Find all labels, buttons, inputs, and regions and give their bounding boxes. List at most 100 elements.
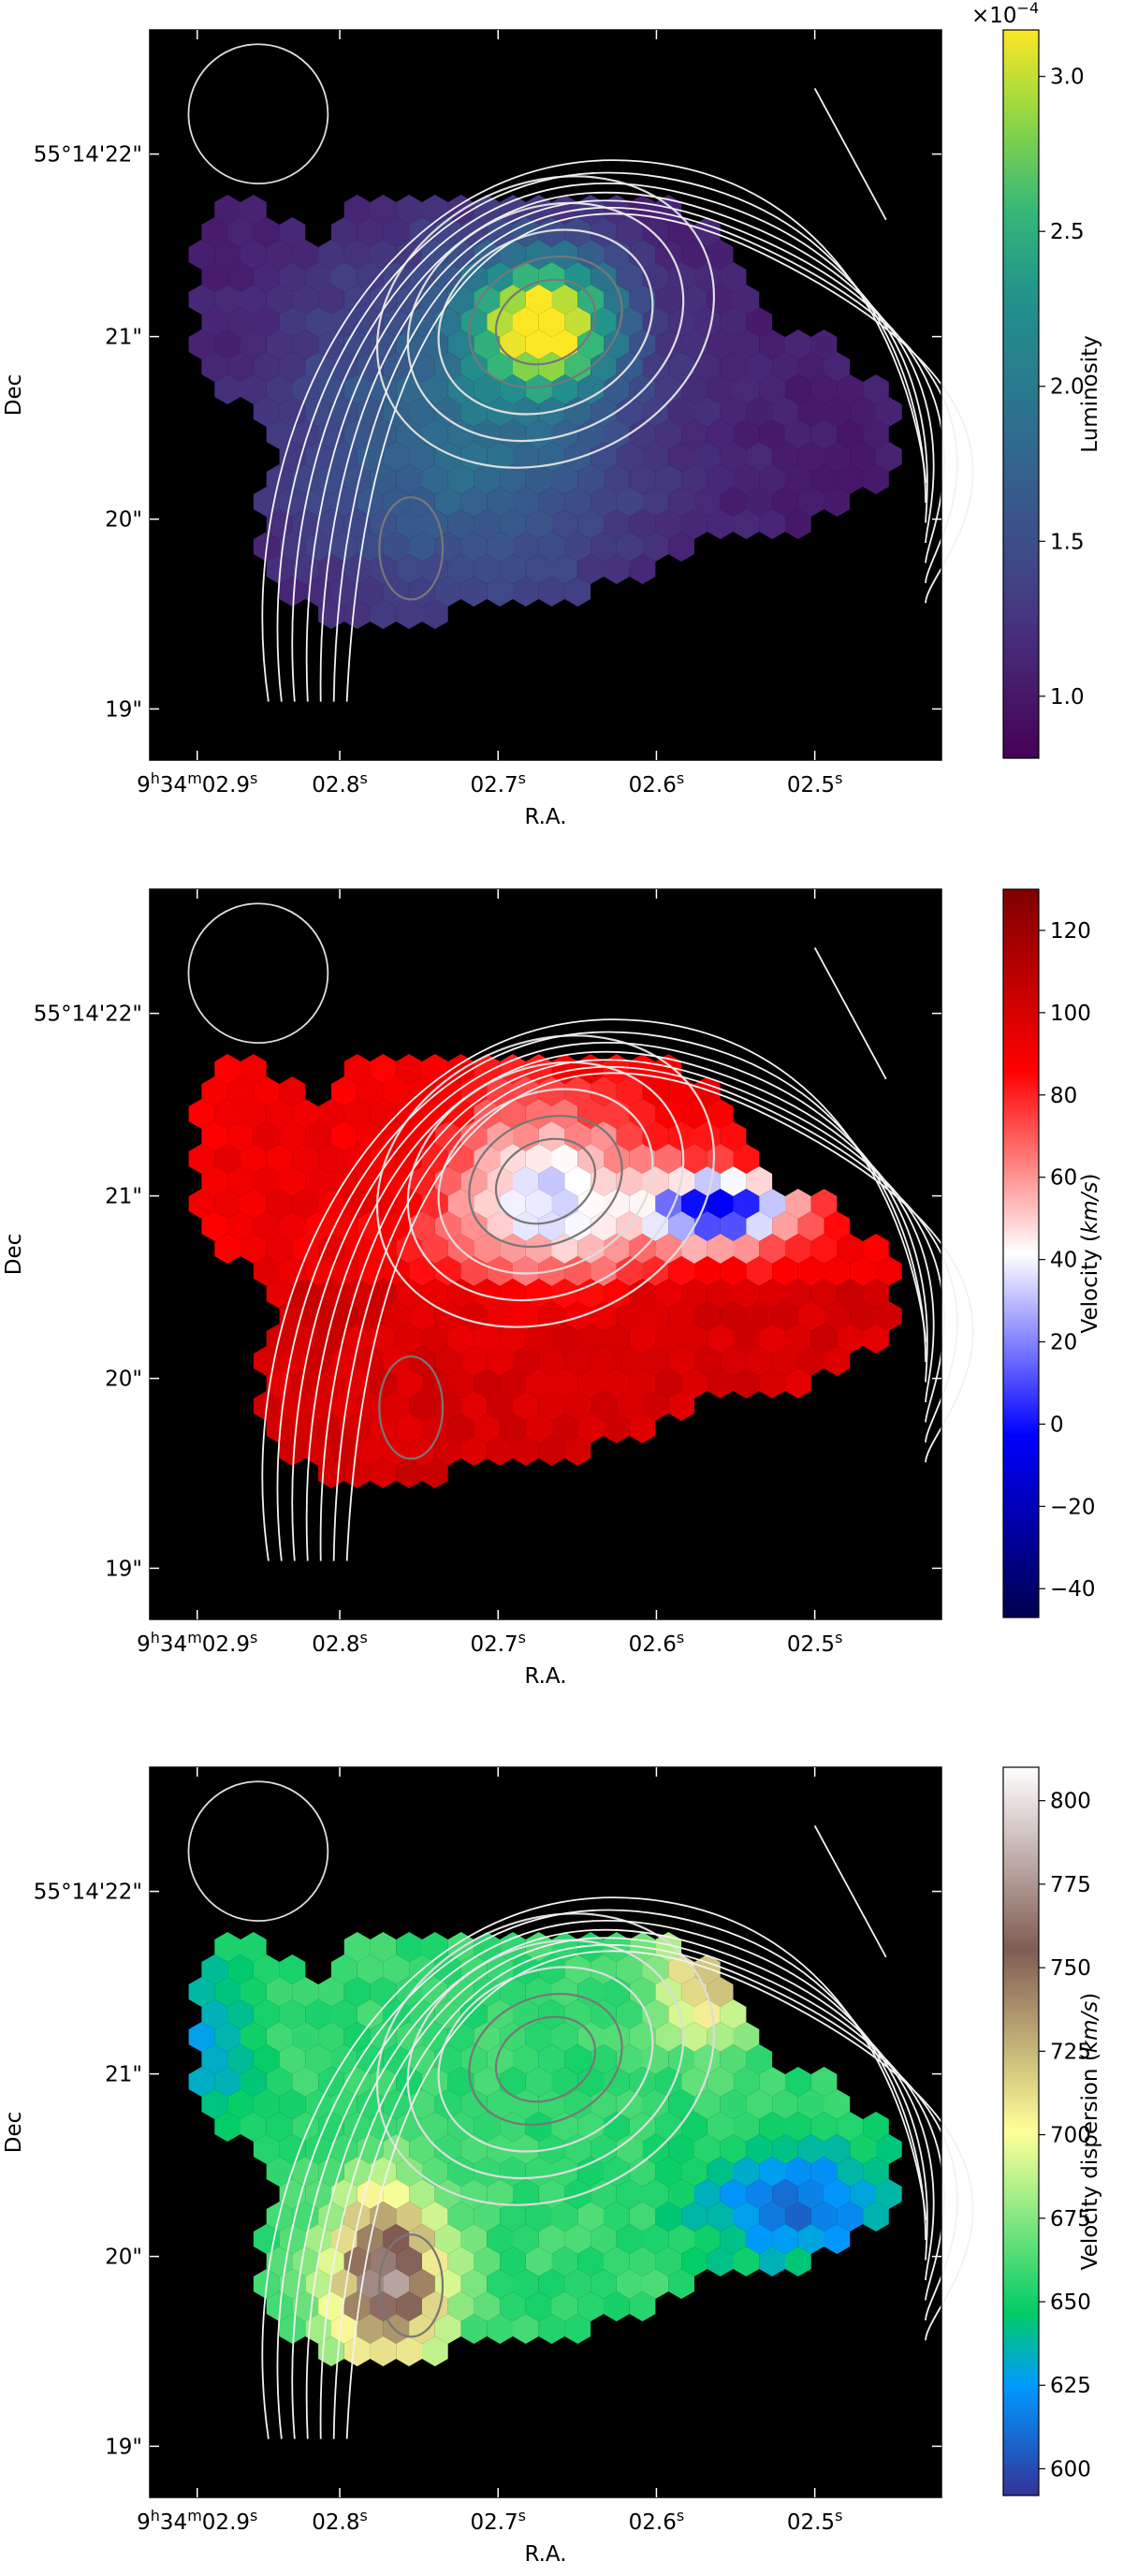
voronoi-bin bbox=[460, 2314, 488, 2344]
voronoi-bin bbox=[266, 285, 293, 315]
voronoi-bin bbox=[551, 1324, 578, 1354]
voronoi-bin bbox=[604, 2291, 630, 2321]
voronoi-bin bbox=[201, 262, 228, 292]
voronoi-bin bbox=[447, 329, 474, 359]
voronoi-bin bbox=[201, 2044, 228, 2074]
voronoi-bin bbox=[538, 307, 565, 337]
voronoi-bin bbox=[331, 1391, 357, 1421]
voronoi-bin bbox=[305, 307, 331, 337]
voronoi-bin bbox=[694, 2134, 721, 2164]
voronoi-bin bbox=[460, 2044, 488, 2074]
voronoi-bin bbox=[279, 2089, 306, 2119]
voronoi-bin bbox=[655, 285, 682, 315]
colorbar-tick-label: 20 bbox=[1050, 1331, 1077, 1355]
voronoi-bin bbox=[513, 2089, 539, 2119]
voronoi-bin bbox=[577, 1279, 604, 1309]
voronoi-bin bbox=[474, 509, 501, 539]
voronoi-bin bbox=[733, 329, 760, 359]
voronoi-bin bbox=[642, 442, 669, 472]
voronoi-bin bbox=[214, 1932, 241, 1962]
voronoi-bin bbox=[214, 1144, 241, 1174]
voronoi-bin bbox=[383, 1301, 410, 1331]
voronoi-bin bbox=[655, 374, 682, 404]
voronoi-bin bbox=[188, 1189, 215, 1219]
x-tick-label: 02.7s bbox=[470, 2507, 526, 2535]
voronoi-bin bbox=[538, 2044, 565, 2074]
voronoi-bin bbox=[525, 1324, 552, 1354]
voronoi-bin bbox=[642, 1301, 669, 1331]
voronoi-bin bbox=[551, 1368, 578, 1398]
voronoi-bin bbox=[591, 2224, 617, 2254]
y-axis-label: Dec bbox=[2, 374, 26, 417]
voronoi-bin bbox=[227, 262, 254, 292]
voronoi-bin bbox=[422, 2067, 448, 2097]
voronoi-bin bbox=[733, 509, 760, 539]
voronoi-bin bbox=[577, 419, 604, 449]
voronoi-bin bbox=[655, 1932, 682, 1962]
voronoi-bin bbox=[343, 285, 371, 315]
voronoi-bin bbox=[720, 442, 747, 472]
voronoi-bin bbox=[616, 397, 643, 427]
voronoi-bin bbox=[797, 2089, 824, 2119]
voronoi-bin bbox=[707, 1368, 734, 1398]
voronoi-bin bbox=[604, 1054, 630, 1084]
voronoi-bin bbox=[629, 554, 656, 584]
voronoi-bin bbox=[241, 240, 267, 270]
voronoi-bin bbox=[474, 2157, 501, 2187]
contour-line bbox=[494, 2015, 597, 2103]
voronoi-bin bbox=[513, 397, 539, 427]
voronoi-bin bbox=[525, 285, 552, 315]
voronoi-bin bbox=[422, 464, 448, 494]
voronoi-bin bbox=[551, 329, 578, 359]
voronoi-bin bbox=[241, 1054, 267, 1084]
voronoi-bin bbox=[214, 1099, 241, 1129]
voronoi-bin bbox=[551, 374, 578, 404]
voronoi-bin bbox=[357, 577, 384, 607]
voronoi-bin bbox=[759, 464, 785, 494]
voronoi-bin bbox=[188, 1144, 215, 1174]
contour-line bbox=[276, 1031, 926, 1561]
voronoi-bin bbox=[188, 1977, 215, 2007]
voronoi-bin bbox=[292, 1099, 319, 1129]
voronoi-bin bbox=[305, 487, 331, 517]
voronoi-bin bbox=[746, 352, 773, 382]
voronoi-bin bbox=[396, 1458, 422, 1488]
voronoi-bin bbox=[474, 464, 501, 494]
voronoi-bin bbox=[759, 329, 785, 359]
voronoi-bin bbox=[551, 509, 578, 539]
voronoi-bin bbox=[266, 509, 293, 539]
voronoi-bin bbox=[383, 2314, 410, 2344]
voronoi-bin bbox=[759, 1234, 785, 1264]
voronoi-bin bbox=[629, 509, 656, 539]
voronoi-bin bbox=[513, 532, 539, 562]
voronoi-bin bbox=[591, 1121, 617, 1151]
voronoi-bin bbox=[720, 1346, 747, 1376]
voronoi-bin bbox=[746, 2044, 773, 2074]
voronoi-bin bbox=[564, 1301, 591, 1331]
voronoi-bin bbox=[577, 240, 604, 270]
voronoi-bin bbox=[266, 1279, 293, 1309]
voronoi-bin bbox=[343, 554, 371, 584]
voronoi-bin bbox=[797, 442, 824, 472]
voronoi-bin bbox=[733, 419, 760, 449]
voronoi-bin bbox=[785, 1279, 811, 1309]
voronoi-bin bbox=[201, 2089, 228, 2119]
voronoi-bin bbox=[746, 2224, 773, 2254]
voronoi-bin bbox=[292, 2247, 319, 2276]
voronoi-bin bbox=[474, 1413, 501, 1443]
voronoi-bin bbox=[292, 1189, 319, 1219]
voronoi-bin bbox=[201, 1211, 228, 1241]
voronoi-bin bbox=[422, 1189, 448, 1219]
voronoi-bin bbox=[422, 1324, 448, 1354]
voronoi-bin bbox=[538, 1391, 565, 1421]
voronoi-bin bbox=[591, 352, 617, 382]
voronoi-bin bbox=[434, 1436, 461, 1466]
voronoi-bin bbox=[538, 1301, 565, 1331]
voronoi-bin bbox=[241, 2022, 267, 2052]
colorbar-tick-label: 775 bbox=[1050, 1873, 1091, 1897]
voronoi-bin bbox=[538, 1436, 565, 1466]
voronoi-bin bbox=[616, 1346, 643, 1376]
beam-circle bbox=[187, 1780, 329, 1923]
voronoi-bin bbox=[655, 2202, 682, 2232]
voronoi-bin bbox=[460, 1391, 488, 1421]
